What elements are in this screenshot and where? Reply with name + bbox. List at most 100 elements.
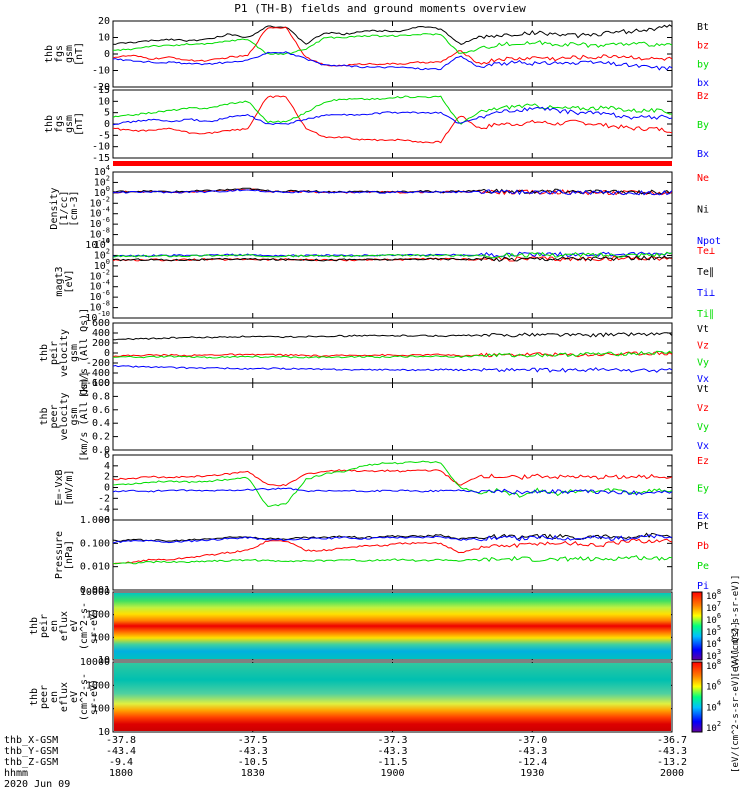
- series-Pe: [113, 555, 672, 565]
- y-axis-label: gsm: [64, 115, 75, 133]
- x-tick-z: -12.4: [517, 757, 547, 768]
- x-row-label: thb_Y-GSM: [4, 746, 58, 757]
- legend-Npot: Npot: [697, 236, 721, 247]
- y-tick-label: 5: [104, 108, 110, 119]
- y-tick-label: 0: [104, 483, 110, 494]
- series-Vx: [113, 364, 672, 373]
- y-tick-label: 100: [92, 704, 110, 715]
- colorbar-tick-label: 103: [706, 648, 721, 662]
- y-tick-label: -10: [92, 142, 110, 153]
- legend-Vx: Vx: [697, 374, 709, 385]
- legend-Ti∥: Ti∥: [697, 309, 714, 320]
- y-axis-label: velocity: [59, 329, 70, 377]
- legend-Bz: Bz: [697, 91, 709, 102]
- y-tick-label: 0.0: [92, 445, 110, 456]
- y-tick-label: 0.4: [92, 418, 110, 429]
- colorbar-label: [eV/(cm^2-s-sr-eV)]: [731, 575, 741, 678]
- y-tick-label: 10-4: [90, 279, 110, 293]
- series-By: [113, 95, 672, 125]
- x-tick-x: -37.3: [377, 735, 407, 746]
- y-axis-label: en: [49, 620, 60, 632]
- colorbar-tick-label: 102: [706, 720, 721, 734]
- x-tick-x: -37.5: [238, 735, 268, 746]
- y-tick-label: 4: [104, 461, 110, 472]
- y-axis-label: thb: [39, 407, 50, 425]
- y-axis-label: Density: [49, 187, 60, 229]
- series-group: [113, 187, 672, 196]
- x-tick-z: -13.2: [657, 757, 687, 768]
- x-tick-hhmm: 1900: [380, 768, 404, 779]
- y-tick-label: 10: [98, 655, 110, 666]
- legend-Ni: Ni: [697, 205, 709, 216]
- y-axis-label: gsm: [69, 407, 80, 425]
- y-axis-label: (cm^2-s-: [79, 602, 90, 650]
- x-tick-x: -37.8: [106, 735, 136, 746]
- y-axis-label: peir: [39, 614, 50, 638]
- panel-frame: [112, 171, 673, 246]
- colorbar-tick-label: 106: [706, 679, 721, 693]
- panel-p6: 1.0 0.8 0.6 0.4 0.2 0.0 thb peer velocity gsm [km/…: [39, 371, 709, 461]
- panel-p1: 20 10 0 -10 -20 thb fgs gsm [nT] Bt bz by bx: [44, 16, 709, 93]
- colorbar: [691, 661, 703, 733]
- y-tick-label: -5: [98, 130, 110, 141]
- y-axis-label: eV: [69, 620, 80, 632]
- y-axis-label: eflux: [59, 611, 70, 641]
- y-tick-label: 0: [104, 348, 110, 359]
- y-tick-label: 10-10: [85, 310, 110, 324]
- series-group: [113, 251, 672, 262]
- y-axis-label: E=-VxB: [54, 469, 65, 505]
- y-axis-label: fgs: [54, 115, 65, 133]
- y-tick-label: 10: [98, 727, 110, 738]
- panel-p8: 1.000 0.100 0.010 0.001 Pressure [nPa] Pt Pb Pe P…: [54, 515, 709, 596]
- colorbar-tick-label: 108: [706, 588, 721, 602]
- y-axis-label: [cm-3]: [69, 190, 80, 226]
- x-tick-y: -43.3: [238, 746, 268, 757]
- y-tick-label: -600: [86, 378, 110, 389]
- y-tick-label: 2: [104, 472, 110, 483]
- series-Ex: [113, 487, 672, 496]
- figure-title: P1 (TH-B) fields and ground moments over…: [234, 2, 526, 15]
- y-tick-label: 0.010: [80, 562, 110, 573]
- y-axis-label: eV: [69, 691, 80, 703]
- spacecraft-status-bar: [113, 161, 672, 166]
- y-axis-label: [nPa]: [64, 540, 75, 570]
- x-tick-z: -9.4: [109, 757, 133, 768]
- legend-Vz: Vz: [697, 403, 709, 414]
- series-bx: [113, 51, 672, 71]
- y-tick-label: 0: [104, 49, 110, 60]
- y-tick-label: -6: [98, 515, 110, 526]
- y-axis-label: [eV]: [64, 269, 75, 293]
- colorbar-tick-label: 107: [706, 600, 721, 614]
- y-tick-label: 104: [94, 164, 110, 178]
- x-tick-hhmm: 1930: [520, 768, 544, 779]
- y-tick-label: 1000: [86, 680, 110, 691]
- legend-Ex: Ex: [697, 511, 709, 522]
- y-axis-label: velocity: [59, 392, 70, 440]
- series-Vz: [113, 351, 672, 358]
- series-Vy: [113, 350, 672, 359]
- panel-frame: [112, 20, 673, 88]
- x-tick-y: -43.3: [517, 746, 547, 757]
- y-tick-label: 1000: [86, 610, 110, 621]
- series-Te∥: [113, 254, 672, 262]
- y-tick-label: -10: [92, 66, 110, 77]
- x-tick-x: -36.7: [657, 735, 687, 746]
- y-tick-label: -2: [98, 493, 110, 504]
- spectrogram-p9: [114, 593, 671, 659]
- legend-Pe: Pe: [697, 561, 709, 572]
- y-tick-label: 0.100: [80, 538, 110, 549]
- legend-bx: bx: [697, 78, 709, 89]
- x-tick-y: -43.3: [377, 746, 407, 757]
- y-tick-label: 10: [98, 96, 110, 107]
- y-axis-label: [km/s (All Qs)]: [79, 371, 90, 461]
- y-axis-label: [nT]: [74, 42, 85, 66]
- y-axis-label: sr-eV): [89, 608, 100, 644]
- y-tick-label: 10000: [80, 657, 110, 668]
- legend-Ti⊥: Ti⊥: [697, 288, 715, 299]
- legend-Ne: Ne: [697, 173, 709, 184]
- y-tick-label: 20: [98, 16, 110, 27]
- y-axis-label: fgs: [54, 45, 65, 63]
